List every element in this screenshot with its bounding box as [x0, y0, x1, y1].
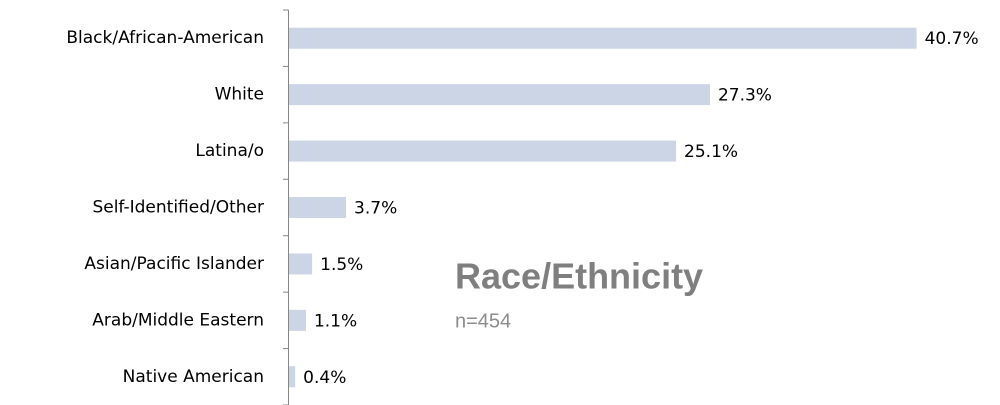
value-label: 1.5%: [320, 255, 363, 275]
value-label: 40.7%: [925, 29, 979, 49]
category-label: Black/African-American: [66, 28, 264, 48]
chart-title: Race/Ethnicity: [455, 256, 703, 297]
bar: [289, 197, 347, 218]
chart-subtitle: n=454: [455, 310, 511, 332]
category-label: Latina/o: [195, 141, 264, 161]
bar: [289, 140, 677, 162]
bar: [289, 253, 313, 275]
value-label: 25.1%: [684, 142, 738, 162]
value-label: 0.4%: [303, 368, 346, 388]
bar: [289, 84, 710, 106]
bar: [289, 366, 296, 388]
category-label: Self-Identified/Other: [92, 198, 264, 218]
category-label: Asian/Pacific Islander: [84, 254, 264, 274]
bar: [289, 309, 306, 331]
value-label: 1.1%: [314, 311, 357, 331]
value-label: 27.3%: [718, 86, 772, 106]
value-label: 3.7%: [354, 199, 397, 219]
category-label: White: [215, 85, 264, 105]
category-label: Native American: [123, 367, 264, 387]
bar: [289, 27, 917, 49]
category-label: Arab/Middle Eastern: [92, 310, 264, 330]
